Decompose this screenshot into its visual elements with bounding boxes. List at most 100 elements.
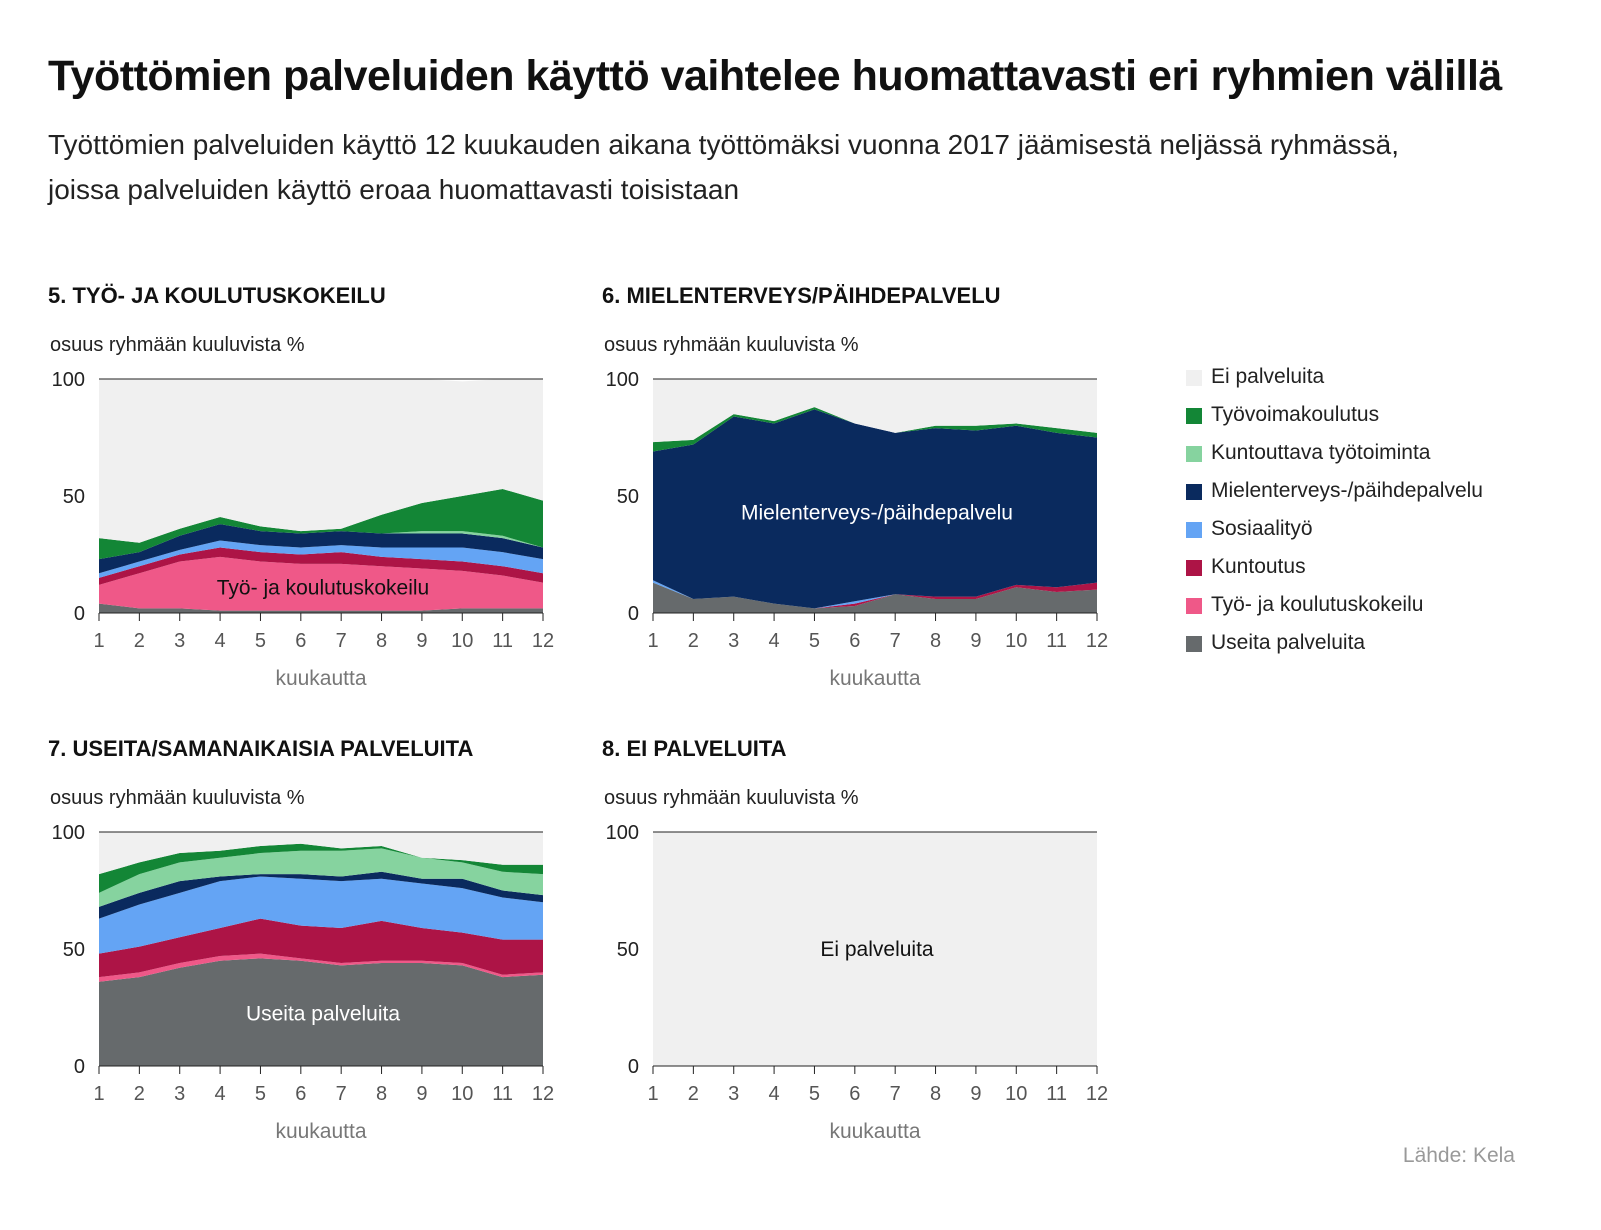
x-tick-label: 9 (416, 630, 427, 652)
x-tick-label: 5 (809, 630, 820, 652)
legend-swatch (1186, 446, 1202, 462)
x-tick-label: 3 (174, 1083, 185, 1105)
x-tick-label: 8 (930, 1083, 941, 1105)
panel-title: 8. EI PALVELUITA (602, 736, 787, 761)
x-tick-label: 5 (809, 1083, 820, 1105)
x-tick-label: 6 (849, 630, 860, 652)
x-tick-label: 8 (376, 630, 387, 652)
y-tick-label: 50 (617, 486, 639, 508)
y-tick-label: 0 (628, 1056, 639, 1078)
legend-label: Ei palveluita (1211, 365, 1325, 388)
area-ei-palveluita (99, 379, 543, 543)
y-axis-label: osuus ryhmään kuuluvista % (604, 787, 859, 809)
y-axis-label: osuus ryhmään kuuluvista % (50, 334, 305, 356)
chart-panel-8: 8. EI PALVELUITA osuus ryhmään kuuluvist… (602, 736, 1162, 1166)
x-axis-label: kuukautta (829, 1120, 920, 1143)
y-tick-label: 50 (617, 939, 639, 961)
y-tick-label: 0 (74, 1056, 85, 1078)
x-tick-label: 4 (215, 630, 226, 652)
x-tick-label: 5 (255, 630, 266, 652)
x-tick-label: 11 (492, 1083, 513, 1105)
x-tick-label: 12 (532, 630, 554, 652)
legend-label: Kuntouttava työtoiminta (1211, 441, 1431, 464)
y-tick-label: 100 (52, 822, 85, 844)
x-tick-label: 4 (769, 630, 780, 652)
x-tick-label: 9 (970, 1083, 981, 1105)
chart-panel-5: 5. TYÖ- JA KOULUTUSKOKEILU osuus ryhmään… (48, 283, 608, 713)
x-tick-label: 12 (1086, 630, 1108, 652)
y-tick-label: 50 (63, 486, 85, 508)
inline-series-label: Työ- ja koulutuskokeilu (217, 576, 429, 599)
legend-swatch (1186, 636, 1202, 652)
x-tick-label: 4 (769, 1083, 780, 1105)
source-note: Lähde: Kela (1402, 1144, 1515, 1167)
area-tyo-ja-koulutuskokeilu (99, 556, 543, 611)
legend-swatch (1186, 408, 1202, 424)
x-tick-label: 2 (688, 630, 699, 652)
legend-swatch (1186, 370, 1202, 386)
y-axis-label: osuus ryhmään kuuluvista % (604, 334, 859, 356)
x-tick-label: 1 (93, 630, 104, 652)
legend-label: Sosiaalityö (1211, 517, 1313, 540)
area-kuntouttava-tyotoiminta (99, 848, 543, 907)
x-tick-label: 2 (688, 1083, 699, 1105)
x-tick-label: 3 (728, 1083, 739, 1105)
x-tick-label: 12 (1086, 1083, 1108, 1105)
area-ei-palveluita (653, 832, 1097, 1066)
legend-label: Useita palveluita (1211, 631, 1366, 654)
inline-series-label: Useita palveluita (246, 1002, 400, 1025)
x-tick-label: 3 (728, 630, 739, 652)
area-mielenterveys-paihdepalvelu (99, 524, 543, 574)
inline-series-label: Mielenterveys-/päihdepalvelu (741, 501, 1013, 524)
x-tick-label: 6 (295, 630, 306, 652)
area-sosiaalityo (99, 876, 543, 954)
x-tick-label: 7 (890, 630, 901, 652)
x-axis-label: kuukautta (275, 667, 366, 690)
legend-swatch (1186, 484, 1202, 500)
area-kuntoutus (99, 547, 543, 585)
x-tick-label: 5 (255, 1083, 266, 1105)
legend-swatch (1186, 598, 1202, 614)
area-ei-palveluita (653, 379, 1097, 443)
x-tick-label: 11 (1046, 630, 1067, 652)
x-tick-label: 9 (970, 630, 981, 652)
page-subtitle: Työttömien palveluiden käyttö 12 kuukaud… (48, 129, 1400, 205)
panel-title: 6. MIELENTERVEYS/PÄIHDEPALVELU (602, 283, 1001, 308)
x-tick-label: 8 (930, 630, 941, 652)
x-tick-label: 6 (295, 1083, 306, 1105)
area-useita-palveluita (99, 958, 543, 1066)
y-tick-label: 100 (52, 369, 85, 391)
y-tick-label: 100 (606, 822, 639, 844)
x-tick-label: 11 (1046, 1083, 1067, 1105)
x-tick-label: 1 (93, 1083, 104, 1105)
legend-label: Mielenterveys-/päihdepalvelu (1211, 479, 1483, 502)
y-tick-label: 0 (628, 603, 639, 625)
inline-series-label: Ei palveluita (820, 938, 934, 961)
y-axis-label: osuus ryhmään kuuluvista % (50, 787, 305, 809)
area-useita-palveluita (653, 582, 1097, 613)
panel-title: 5. TYÖ- JA KOULUTUSKOKEILU (48, 283, 386, 308)
x-tick-label: 11 (492, 630, 513, 652)
panel-title: 7. USEITA/SAMANAIKAISIA PALVELUITA (48, 736, 474, 761)
legend-label: Työ- ja koulutuskokeilu (1211, 593, 1424, 616)
x-axis-label: kuukautta (275, 1120, 366, 1143)
chart-panel-6: 6. MIELENTERVEYS/PÄIHDEPALVELU osuus ryh… (602, 283, 1162, 713)
legend-swatch (1186, 560, 1202, 576)
x-tick-label: 4 (215, 1083, 226, 1105)
area-useita-palveluita (99, 603, 543, 613)
x-axis-label: kuukautta (829, 667, 920, 690)
area-sosiaalityo (99, 540, 543, 578)
legend-label: Kuntoutus (1211, 555, 1306, 578)
x-tick-label: 12 (532, 1083, 554, 1105)
x-tick-label: 10 (451, 630, 473, 652)
x-tick-label: 1 (647, 1083, 658, 1105)
area-mielenterveys-paihdepalvelu (99, 871, 543, 919)
y-tick-label: 100 (606, 369, 639, 391)
x-tick-label: 7 (336, 630, 347, 652)
x-tick-label: 1 (647, 630, 658, 652)
legend-swatch (1186, 522, 1202, 538)
x-tick-label: 10 (451, 1083, 473, 1105)
